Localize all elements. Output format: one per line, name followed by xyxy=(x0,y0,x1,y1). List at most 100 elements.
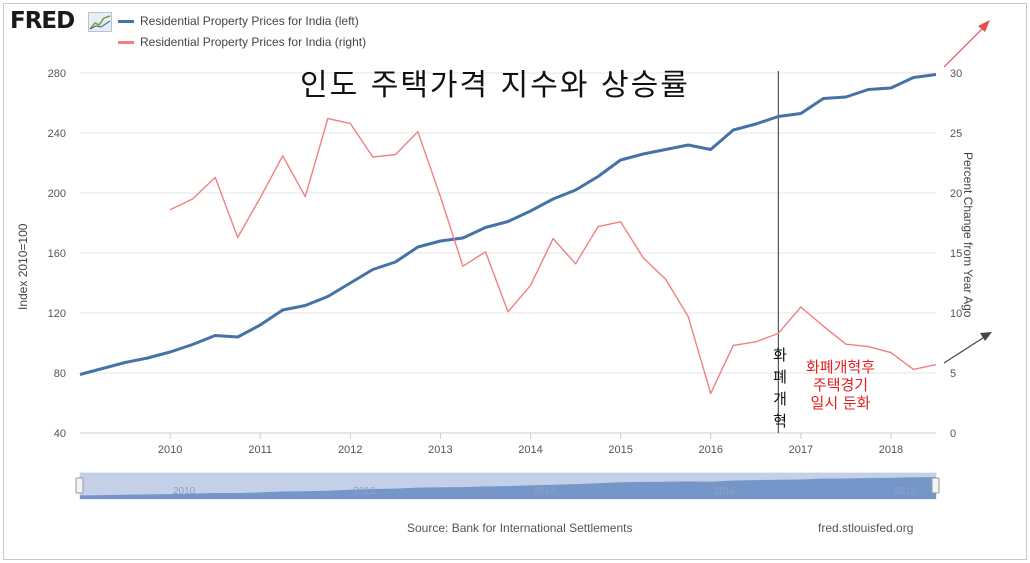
vlabel-char: 혁 xyxy=(773,412,787,430)
legend-item-left[interactable]: Residential Property Prices for India (l… xyxy=(118,14,359,28)
x-tick-label: 2017 xyxy=(789,444,813,456)
y-right-tick-label: 20 xyxy=(950,188,962,200)
data-point-left xyxy=(462,237,464,239)
series-line-right xyxy=(169,117,937,395)
y-right-tick-label: 5 xyxy=(950,368,956,380)
y-left-tick-label: 240 xyxy=(48,128,66,140)
data-point-right xyxy=(822,325,824,327)
x-tick-label: 2018 xyxy=(879,444,903,456)
vlabel-char: 폐 xyxy=(773,368,787,386)
y-left-tick-label: 120 xyxy=(48,308,66,320)
data-point-left xyxy=(867,88,869,90)
x-tick-label: 2010 xyxy=(158,444,182,456)
data-point-right xyxy=(890,351,892,353)
data-point-left xyxy=(529,210,531,212)
navigator-tick-label: 2016 xyxy=(714,486,737,497)
data-point-right xyxy=(372,156,374,158)
data-point-left xyxy=(890,87,892,89)
x-tick-label: 2013 xyxy=(428,444,452,456)
fred-logo[interactable]: FRED xyxy=(10,8,75,34)
data-point-left xyxy=(439,240,441,242)
black-arrow-head xyxy=(980,332,992,341)
data-point-right xyxy=(845,343,847,345)
data-point-right xyxy=(800,306,802,308)
overlay-title: 인도 주택가격 지수와 상승률 xyxy=(300,68,690,103)
data-point-right xyxy=(755,341,757,343)
data-point-left xyxy=(327,295,329,297)
data-point-right xyxy=(349,122,351,124)
data-point-left xyxy=(822,97,824,99)
navigator-tick-label: 2012 xyxy=(353,486,376,497)
data-point-right xyxy=(642,257,644,259)
data-point-right xyxy=(304,195,306,197)
y-right-tick-label: 15 xyxy=(950,248,962,260)
legend-item-right[interactable]: Residential Property Prices for India (r… xyxy=(118,35,366,49)
data-point-right xyxy=(169,209,171,211)
data-point-left xyxy=(935,73,937,75)
data-point-right xyxy=(237,236,239,238)
fred-graph-icon xyxy=(88,12,112,32)
data-point-right xyxy=(552,237,554,239)
navigator-tick-label: 2010 xyxy=(173,486,196,497)
source-note[interactable]: Source: Bank for International Settlemen… xyxy=(407,521,633,535)
data-point-left xyxy=(282,309,284,311)
legend-swatch-red xyxy=(118,41,134,45)
data-point-right xyxy=(214,176,216,178)
data-point-left xyxy=(146,357,148,359)
x-tick-label: 2015 xyxy=(608,444,632,456)
data-point-left xyxy=(484,226,486,228)
vlabel-char: 개 xyxy=(773,390,787,408)
data-point-right xyxy=(619,221,621,223)
data-point-left xyxy=(304,304,306,306)
legend-label-left: Residential Property Prices for India (l… xyxy=(140,14,359,28)
data-point-right xyxy=(574,263,576,265)
data-point-left xyxy=(777,115,779,117)
annotation-line: 일시 둔화 xyxy=(810,394,871,412)
navigator-area xyxy=(80,477,936,499)
data-point-left xyxy=(552,198,554,200)
legend-swatch-blue xyxy=(118,20,134,24)
y-right-tick-label: 30 xyxy=(950,68,962,80)
data-point-right xyxy=(394,153,396,155)
x-tick-label: 2014 xyxy=(518,444,542,456)
data-point-left xyxy=(191,343,193,345)
data-point-left xyxy=(687,144,689,146)
y-left-tick-label: 280 xyxy=(48,68,66,80)
y-left-tick-label: 200 xyxy=(48,188,66,200)
x-tick-label: 2011 xyxy=(248,444,272,456)
data-point-left xyxy=(800,112,802,114)
fred-site-link[interactable]: fred.stlouisfed.org xyxy=(818,521,914,535)
data-point-left xyxy=(124,361,126,363)
data-point-right xyxy=(597,225,599,227)
navigator-handle-right[interactable] xyxy=(931,477,940,494)
y-right-tick-label: 0 xyxy=(950,428,956,440)
data-point-left xyxy=(214,334,216,336)
data-point-right xyxy=(710,392,712,394)
data-point-left xyxy=(732,129,734,131)
data-point-left xyxy=(574,189,576,191)
red-arrow-shaft xyxy=(943,25,986,68)
data-point-left xyxy=(507,220,509,222)
data-point-right xyxy=(687,315,689,317)
y-axis-left-label: Index 2010=100 xyxy=(16,223,30,310)
data-point-left xyxy=(372,268,374,270)
data-point-left xyxy=(349,282,351,284)
y-left-tick-label: 80 xyxy=(54,368,66,380)
data-point-left xyxy=(845,96,847,98)
data-point-right xyxy=(665,278,667,280)
y-right-tick-label: 25 xyxy=(950,128,962,140)
y-axis-right-label: Percent Change from Year Ago xyxy=(961,152,975,318)
data-point-left xyxy=(755,123,757,125)
navigator-tick-label: 2014 xyxy=(533,486,556,497)
data-point-right xyxy=(732,344,734,346)
data-point-left xyxy=(259,324,261,326)
data-point-right xyxy=(484,251,486,253)
post-reform-annotation: 화폐개혁후 주택경기 일시 둔화 xyxy=(806,358,875,412)
data-point-right xyxy=(867,345,869,347)
navigator-tick-label: 2018 xyxy=(894,486,917,497)
navigator-handle-left[interactable] xyxy=(75,477,84,494)
data-point-right xyxy=(935,363,937,365)
data-point-right xyxy=(282,155,284,157)
legend-label-right: Residential Property Prices for India (r… xyxy=(140,35,367,49)
